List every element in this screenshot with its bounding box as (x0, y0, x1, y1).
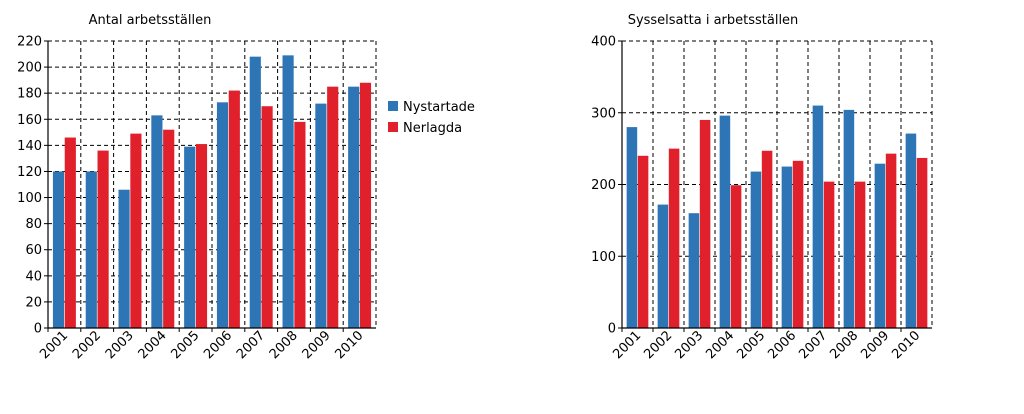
bar-nerlagda-2007 (261, 106, 273, 329)
legend-label-nystartade: Nystartade (403, 100, 475, 115)
bar-nerlagda-2008 (854, 181, 866, 328)
x-tick-label: 2006 (765, 328, 799, 362)
y-tick-label: 160 (17, 113, 42, 128)
y-tick-label: 220 (17, 35, 42, 50)
y-tick-label: 40 (25, 269, 42, 284)
bar-nystartade-2007 (249, 56, 261, 329)
x-tick-label: 2009 (858, 328, 892, 362)
y-tick-label: 80 (25, 217, 42, 232)
x-tick-label: 2003 (672, 328, 706, 362)
chart-title: Antal arbetsställen (89, 13, 212, 28)
x-tick-label: 2004 (136, 328, 170, 362)
y-tick-label: 200 (591, 178, 616, 193)
bar-nerlagda-2006 (792, 160, 804, 328)
bar-nystartade-2002 (85, 171, 97, 328)
y-tick-label: 120 (17, 165, 42, 180)
bar-nerlagda-2009 (885, 153, 897, 328)
bar-nystartade-2005 (750, 171, 762, 328)
x-tick-label: 2001 (37, 328, 71, 362)
bar-nerlagda-2004 (163, 129, 175, 328)
bar-nerlagda-2003 (130, 133, 142, 328)
bar-nerlagda-2001 (637, 155, 649, 328)
bar-nystartade-2006 (781, 166, 793, 328)
y-tick-label: 400 (591, 35, 616, 50)
bar-nerlagda-2005 (761, 150, 773, 328)
bar-nystartade-2005 (184, 146, 196, 328)
y-tick-label: 100 (17, 191, 42, 206)
x-tick-label: 2009 (300, 328, 334, 362)
x-tick-label: 2004 (703, 328, 737, 362)
bar-nerlagda-2007 (823, 181, 835, 328)
y-tick-label: 200 (17, 61, 42, 76)
y-tick-label: 300 (591, 106, 616, 121)
x-tick-label: 2008 (827, 328, 861, 362)
y-tick-label: 20 (25, 295, 42, 310)
bar-nystartade-2006 (216, 102, 229, 329)
legend: Nystartade Nerlagda (388, 100, 475, 136)
legend-swatch-nystartade (388, 101, 398, 111)
x-tick-label: 2007 (234, 328, 268, 362)
bar-nerlagda-2005 (195, 144, 208, 328)
bar-nystartade-2001 (626, 127, 638, 328)
bar-nerlagda-2010 (359, 82, 372, 328)
x-tick-label: 2002 (70, 328, 104, 362)
bar-nystartade-2010 (348, 86, 360, 328)
bar-nerlagda-2002 (97, 150, 109, 328)
legend-label-nerlagda: Nerlagda (403, 121, 462, 136)
chart-sysselsatta: Sysselsatta i arbetsställen 0 100 200 300 400… (591, 13, 933, 362)
bar-nerlagda-2009 (327, 86, 339, 328)
bar-nystartade-2010 (905, 133, 917, 328)
bar-nerlagda-2010 (916, 157, 928, 328)
y-tick-label: 140 (17, 139, 42, 154)
bar-nystartade-2003 (688, 213, 700, 328)
bar-nystartade-2002 (657, 204, 669, 328)
x-tick-label: 2006 (201, 328, 235, 362)
chart-antal-arbetsstallen: Antal arbetsställen 0 20 40 60 80 100 120 140 160… (17, 13, 377, 362)
bar-nystartade-2007 (812, 105, 824, 328)
bar-nerlagda-2001 (64, 137, 76, 328)
bar-nystartade-2003 (118, 189, 130, 328)
bar-nerlagda-2003 (699, 119, 711, 328)
y-tick-label: 0 (608, 322, 616, 337)
x-tick-label: 2002 (641, 328, 675, 362)
x-tick-label: 2005 (168, 328, 202, 362)
y-tick-label: 0 (34, 322, 42, 337)
bar-nystartade-2001 (52, 171, 65, 328)
x-tick-label: 2003 (103, 328, 137, 362)
x-tick-label: 2005 (734, 328, 768, 362)
bar-nystartade-2009 (315, 103, 327, 328)
x-tick-label: 2007 (796, 328, 830, 362)
bar-nystartade-2008 (843, 109, 855, 328)
bar-nerlagda-2002 (668, 148, 680, 328)
bar-nerlagda-2006 (228, 90, 240, 328)
legend-swatch-nerlagda (388, 122, 398, 132)
chart-title: Sysselsatta i arbetsställen (628, 13, 799, 28)
x-tick-label: 2010 (332, 328, 366, 362)
bar-nystartade-2008 (282, 55, 294, 328)
bar-nystartade-2004 (151, 115, 163, 328)
y-tick-label: 180 (17, 87, 42, 102)
x-tick-label: 2008 (267, 328, 301, 362)
bar-nystartade-2004 (719, 115, 731, 329)
bar-nerlagda-2008 (294, 121, 306, 328)
x-tick-label: 2010 (889, 328, 923, 362)
bar-nystartade-2009 (874, 163, 886, 328)
y-tick-label: 60 (25, 243, 42, 258)
bar-nerlagda-2004 (730, 185, 742, 328)
y-tick-label: 100 (591, 250, 616, 265)
